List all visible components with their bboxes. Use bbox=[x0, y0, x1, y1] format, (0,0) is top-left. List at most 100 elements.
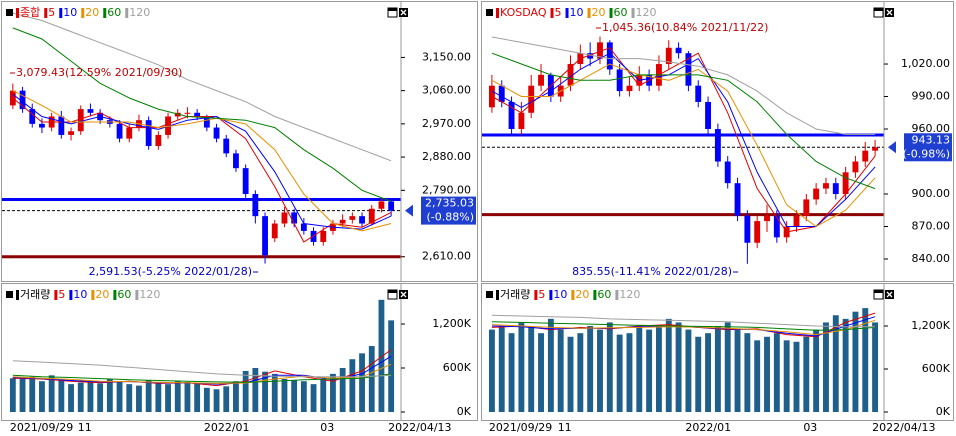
candle-body bbox=[262, 216, 268, 256]
legend-swatch bbox=[496, 290, 499, 300]
moving-average-line bbox=[491, 52, 876, 227]
y-tick-label: 2,610.00 bbox=[422, 250, 471, 263]
legend-label: 120 bbox=[619, 288, 640, 301]
plot-area bbox=[2, 12, 401, 264]
volume-bar bbox=[655, 327, 662, 412]
y-tick-label: 600K bbox=[443, 361, 472, 374]
panel-frame bbox=[1, 1, 478, 282]
moving-average-line bbox=[491, 314, 876, 328]
annotation: 2,591.53(-5.25% 2022/01/28) bbox=[89, 265, 252, 278]
y-tick-label: 0K bbox=[936, 405, 951, 418]
annotation: 835.55(-11.41% 2022/01/28) bbox=[572, 265, 732, 278]
moving-average-line bbox=[491, 321, 876, 331]
x-tick-label: 2021/09/29 bbox=[10, 421, 73, 434]
candle-body bbox=[734, 183, 741, 216]
y-tick-label: 2,880.00 bbox=[422, 150, 471, 163]
candle-body bbox=[39, 123, 45, 128]
moving-average-line bbox=[12, 349, 392, 387]
current-price: 943.13 bbox=[912, 133, 951, 146]
candle-body bbox=[685, 53, 692, 86]
panel-icon bbox=[6, 291, 13, 298]
legend-swatch bbox=[54, 290, 58, 300]
legend-label: 거래량 bbox=[500, 288, 530, 301]
price-pointer bbox=[405, 204, 413, 217]
legend-label: 거래량 bbox=[20, 288, 50, 301]
volume-bar bbox=[754, 340, 761, 412]
close-cross bbox=[400, 291, 407, 298]
candle-body bbox=[165, 116, 171, 135]
volume-bar bbox=[823, 322, 829, 412]
candle-body bbox=[223, 138, 230, 154]
candle-body bbox=[626, 85, 633, 92]
candle-body bbox=[203, 116, 210, 128]
annotation: 1,045.36(10.84% 2021/11/22) bbox=[602, 21, 768, 34]
volume-bar bbox=[577, 333, 584, 412]
moving-average-line bbox=[12, 90, 392, 232]
candle-body bbox=[793, 215, 800, 227]
legend-swatch bbox=[615, 290, 619, 300]
volume-bar bbox=[223, 386, 230, 412]
volume-bar bbox=[557, 329, 564, 412]
maximize-bar bbox=[874, 8, 883, 11]
candle-body bbox=[823, 183, 829, 189]
candle-body bbox=[310, 230, 317, 242]
maximize-bar bbox=[874, 290, 883, 293]
legend-label: 120 bbox=[636, 6, 657, 19]
candle-body bbox=[764, 215, 770, 222]
moving-average-line bbox=[491, 47, 876, 233]
close-cross bbox=[400, 9, 407, 16]
x-tick-label: 2022/04/13 bbox=[388, 421, 451, 434]
candle-body bbox=[842, 172, 849, 195]
candle-body bbox=[832, 183, 839, 195]
volume-bar bbox=[695, 336, 702, 412]
plot-area bbox=[482, 36, 884, 264]
y-tick-label: 960.00 bbox=[912, 122, 951, 135]
y-tick-label: 2,970.00 bbox=[422, 117, 471, 130]
volume-bar bbox=[184, 381, 191, 412]
volume-bar bbox=[359, 353, 365, 412]
legend-swatch bbox=[16, 290, 19, 300]
volume-bar bbox=[488, 329, 495, 412]
volume-bar bbox=[705, 333, 712, 412]
y-tick-label: 2,790.00 bbox=[422, 183, 471, 196]
candle-body bbox=[518, 112, 525, 130]
legend-label: 60 bbox=[117, 288, 131, 301]
volume-bar bbox=[793, 341, 800, 412]
volume-bar bbox=[685, 329, 692, 412]
candle-body bbox=[194, 112, 201, 117]
price-pointer bbox=[888, 141, 896, 154]
close-cross bbox=[886, 9, 893, 16]
volume-bar bbox=[368, 346, 375, 412]
volume-bar bbox=[538, 333, 544, 412]
y-tick-label: 3,150.00 bbox=[422, 50, 471, 63]
volume-bar bbox=[174, 381, 181, 412]
volume-bar bbox=[528, 327, 535, 412]
x-tick-label: 2022/01 bbox=[685, 421, 731, 434]
volume-bar bbox=[852, 311, 859, 412]
volume-bar bbox=[58, 380, 65, 412]
legend-label: 60 bbox=[597, 288, 611, 301]
candle-body bbox=[291, 212, 298, 224]
legend-label: 5 bbox=[555, 6, 562, 19]
candle-body bbox=[339, 219, 346, 224]
volume-bar bbox=[764, 336, 770, 412]
legend-label: KOSDAQ bbox=[500, 6, 547, 19]
volume-bar bbox=[636, 326, 643, 412]
legend-swatch bbox=[571, 290, 575, 300]
volume-bar bbox=[48, 375, 55, 412]
candle-body bbox=[705, 101, 712, 130]
volume-bar bbox=[744, 333, 751, 412]
candle-body bbox=[68, 131, 74, 135]
volume-bar bbox=[300, 381, 307, 412]
legend-swatch bbox=[125, 8, 129, 18]
panel-icon bbox=[6, 9, 13, 16]
candle-body bbox=[872, 147, 879, 151]
candle-body bbox=[58, 116, 65, 135]
volume-bar bbox=[281, 379, 288, 412]
volume-bar bbox=[68, 384, 74, 412]
volume-bar bbox=[567, 336, 574, 412]
y-tick-label: 0K bbox=[457, 405, 472, 418]
candle-body bbox=[242, 168, 249, 194]
candle-body bbox=[145, 120, 152, 147]
volume-bar bbox=[626, 333, 633, 412]
